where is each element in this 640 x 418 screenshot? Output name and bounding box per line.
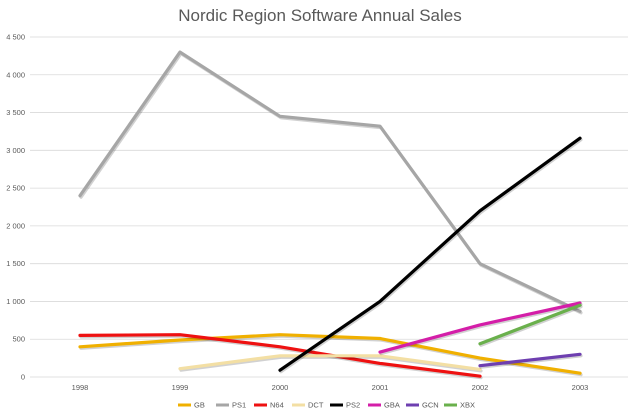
series-line-ps1 — [78, 50, 582, 313]
legend-label: GB — [194, 401, 205, 410]
x-axis-ticks: 1998 1999 2000 2001 2002 2003 — [72, 383, 589, 392]
series-line-shadow — [79, 51, 583, 315]
legend-label: PS1 — [232, 401, 246, 410]
legend-label: XBX — [460, 401, 475, 410]
legend-item-gcn: GCN — [406, 401, 439, 410]
y-tick-label: 500 — [12, 335, 25, 344]
series-line-shadow — [379, 302, 583, 356]
x-tick-label: 2002 — [472, 383, 489, 392]
x-tick-label: 2003 — [572, 383, 589, 392]
legend-item-ps2: PS2 — [330, 401, 360, 410]
series-lines — [78, 50, 583, 380]
series-line-shadow — [279, 138, 583, 374]
series-line-ps2 — [278, 136, 582, 372]
legend-item-ps1: PS1 — [216, 401, 246, 410]
y-tick-label: 1 500 — [6, 259, 25, 268]
legend-item-gb: GB — [178, 401, 205, 410]
y-tick-label: 2 500 — [6, 184, 25, 193]
y-tick-label: 1 000 — [6, 297, 25, 306]
legend-label: GBA — [384, 401, 400, 410]
series-line-n64 — [78, 333, 482, 378]
x-tick-label: 2000 — [272, 383, 289, 392]
y-tick-label: 2 000 — [6, 221, 25, 230]
y-tick-label: 4 500 — [6, 33, 25, 42]
y-tick-label: 3 000 — [6, 146, 25, 155]
legend-label: N64 — [270, 401, 284, 410]
series-line-dct — [178, 354, 482, 371]
y-tick-label: 0 — [21, 373, 25, 382]
series-line-gcn — [478, 352, 582, 368]
series-line-xbx — [478, 303, 582, 346]
legend-item-n64: N64 — [254, 401, 284, 410]
legend-item-gba: GBA — [368, 401, 400, 410]
legend: GB PS1 N64 DCT PS2 GBA GCN XBX — [178, 401, 475, 410]
legend-label: DCT — [308, 401, 324, 410]
series-line-shadow — [479, 354, 583, 369]
y-axis-ticks: 0 500 1 000 1 500 2 000 2 500 3 000 3 500 4 000 4… — [6, 33, 25, 382]
series-line-shadow — [479, 305, 583, 347]
x-tick-label: 2001 — [372, 383, 389, 392]
legend-item-xbx: XBX — [444, 401, 475, 410]
x-tick-label: 1998 — [72, 383, 89, 392]
y-tick-label: 4 000 — [6, 70, 25, 79]
series-line-gba — [378, 301, 582, 354]
legend-label: GCN — [422, 401, 439, 410]
x-tick-label: 1999 — [172, 383, 189, 392]
legend-item-dct: DCT — [292, 401, 324, 410]
legend-label: PS2 — [346, 401, 360, 410]
y-tick-label: 3 500 — [6, 108, 25, 117]
chart-title: Nordic Region Software Annual Sales — [178, 6, 462, 25]
gridlines — [30, 36, 628, 378]
